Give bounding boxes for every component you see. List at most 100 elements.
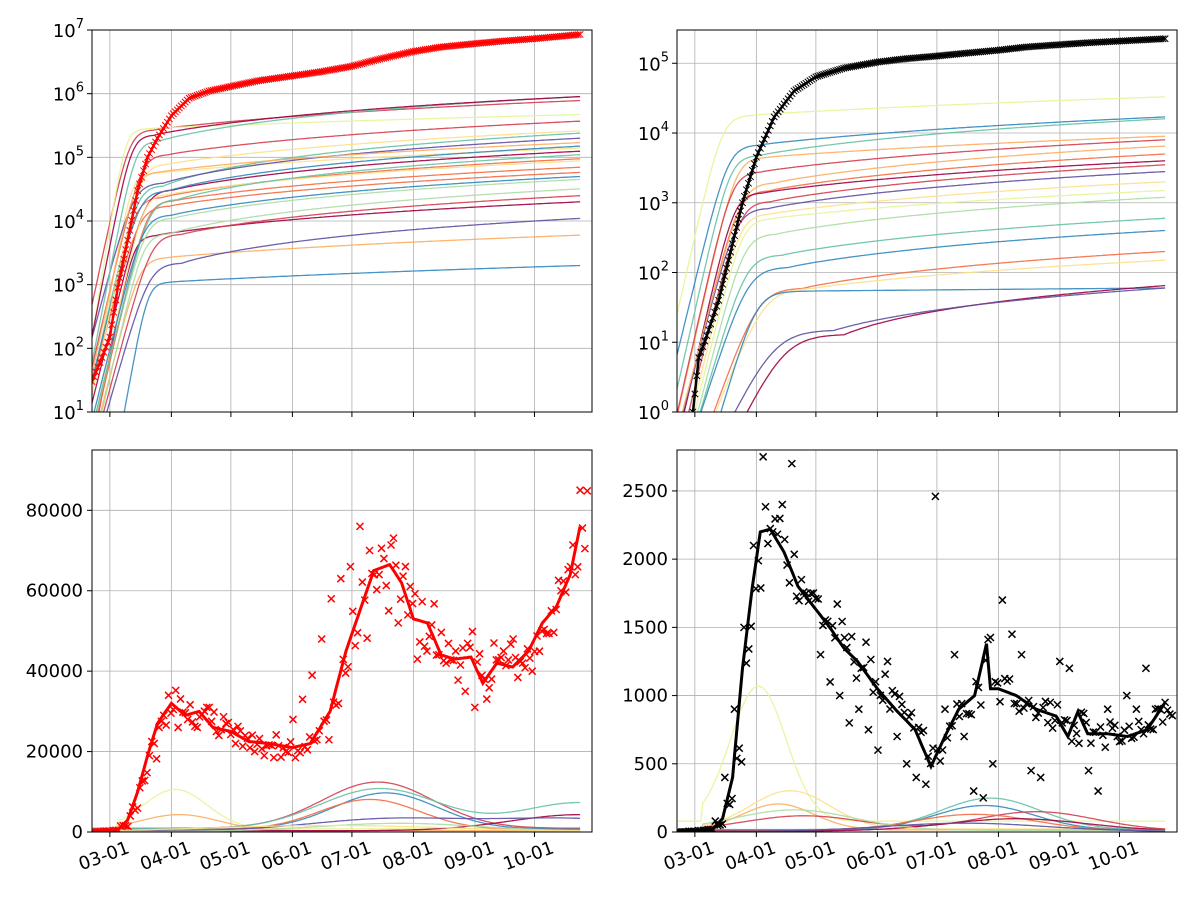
daily-value-marker [193,723,202,732]
daily-value-marker [1060,715,1069,724]
daily-value-marker [281,747,290,756]
total-series-marker [124,236,132,244]
daily-value-marker [1017,650,1026,659]
daily-value-marker [1089,728,1098,737]
daily-value-marker [943,733,952,742]
daily-value-marker [406,582,415,591]
daily-value-marker [355,522,365,531]
daily-value-marker [1072,729,1081,738]
daily-value-marker [171,686,180,695]
total-series-marker [746,173,754,181]
y-tick-label: 103 [638,190,669,215]
total-series-marker [734,215,743,223]
daily-value-marker [470,703,479,712]
daily-value-marker [492,655,501,664]
daily-value-marker [995,697,1005,706]
total-series-marker [717,288,725,296]
daily-value-marker [298,695,307,704]
total-series-marker [189,93,197,101]
daily-value-marker [859,663,868,672]
daily-value-marker [871,677,880,686]
daily-value-marker [159,711,168,720]
daily-value-marker [518,659,527,668]
daily-value-marker [869,688,878,697]
total-series-marker [128,216,136,224]
total-series-marker [368,57,376,65]
x-tick-label: 07-01 [318,837,374,875]
daily-value-marker [202,703,211,712]
total-series-marker [132,196,140,205]
panel-top-right: 100 101 102 103 104 105 [638,29,1178,424]
daily-value-marker [720,773,729,782]
daily-value-marker [466,643,475,652]
total-series-marker [153,134,162,142]
total-series-marker [165,115,173,123]
daily-value-marker [727,794,737,803]
daily-value-marker [1074,739,1083,748]
daily-value-marker [473,657,482,667]
total-series-marker [112,296,120,304]
y-tick-label: 20000 [26,742,83,763]
daily-value-marker [566,562,575,571]
daily-value-marker [245,743,254,752]
state-series-line [734,287,1166,412]
daily-value-marker [506,640,515,649]
plot-area [92,486,592,832]
total-series-marker [707,320,715,328]
y-tick-label: 1000 [622,686,668,707]
total-series-marker [830,67,838,75]
total-series-marker [134,187,142,195]
state-series-line [677,139,1166,412]
daily-value-marker [243,734,252,743]
total-series-marker [120,255,128,263]
daily-value-marker [713,821,722,830]
daily-value-marker [451,647,460,656]
daily-value-marker [135,783,144,792]
y-tick-label: 0 [657,822,668,843]
daily-value-marker [487,675,496,684]
x-tick-label: 08-01 [964,837,1020,875]
daily-value-marker [315,726,324,735]
total-series-marker [203,88,211,96]
daily-value-marker [921,780,930,789]
daily-value-marker [310,736,319,745]
x-tick-label: 06-01 [258,837,314,875]
total-series-marker [98,353,106,361]
total-series-marker [816,72,824,80]
daily-value-marker [525,654,534,663]
x-tick-label: 05-01 [782,837,838,875]
daily-value-marker [327,594,336,603]
daily-value-marker [521,663,530,672]
daily-value-marker [269,753,278,762]
daily-value-marker [749,541,758,550]
daily-value-marker [489,638,498,648]
total-series-marker [758,140,766,148]
daily-value-marker [420,642,429,651]
daily-value-marker [1079,709,1088,718]
state-series-line [92,113,581,338]
daily-value-marker [410,589,420,598]
state-series-line [92,158,581,385]
state-series-line [92,132,581,382]
daily-value-marker [221,719,231,728]
state-series-line [92,150,581,403]
daily-value-marker [226,730,235,739]
total-series-marker [126,226,134,234]
daily-value-marker [547,606,556,615]
daily-value-marker [998,596,1007,605]
total-series-marker [752,153,760,161]
daily-value-marker [926,759,935,768]
daily-value-marker [893,732,902,741]
x-tick-label: 10-01 [501,837,557,875]
daily-value-marker [399,572,408,581]
daily-value-marker [876,691,885,700]
daily-value-marker [123,822,132,831]
daily-value-marker [835,691,844,700]
daily-value-marker [1137,725,1146,734]
total-series-marker [199,89,207,97]
daily-value-marker [372,585,381,594]
daily-value-marker [178,708,187,717]
daily-value-marker [861,638,871,647]
daily-value-marker [343,662,353,671]
daily-value-marker [945,722,954,731]
